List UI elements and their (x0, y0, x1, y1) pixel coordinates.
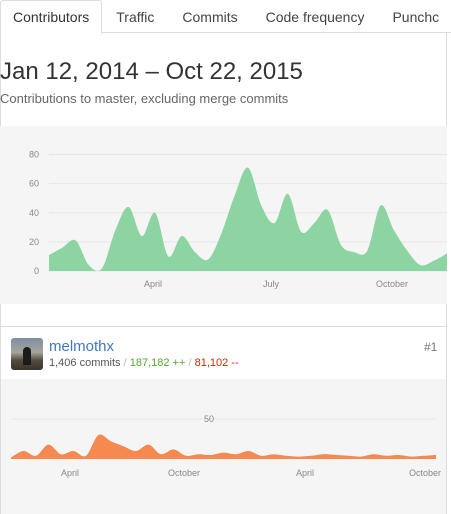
avatar[interactable] (11, 338, 43, 370)
date-range-title: Jan 12, 2014 – Oct 22, 2015 (0, 58, 303, 85)
y-tick-label: 40 (29, 208, 39, 218)
tab-traffic[interactable]: Traffic (116, 8, 155, 25)
contributor-username-link[interactable]: melmothx (49, 338, 115, 355)
x-tick-label: October (376, 279, 408, 289)
x-tick-label: April (61, 468, 79, 478)
stats-separator: / (188, 357, 192, 369)
tab-commits[interactable]: Commits (182, 8, 238, 25)
contributor-graph[interactable]: 50 April October April October (1, 379, 446, 514)
stats-separator: / (123, 357, 127, 369)
contributor-rank: #1 (424, 340, 438, 354)
tab-punchcard[interactable]: Punchc (392, 8, 440, 25)
y-tick-label: 50 (204, 414, 214, 424)
contribution-area (11, 434, 436, 459)
graph-tabs: Contributors Traffic Commits Code freque… (0, 0, 451, 34)
deletions-count: 81,102 -- (194, 357, 239, 369)
y-tick-label: 0 (34, 266, 39, 276)
tab-contributors[interactable]: Contributors (0, 0, 103, 34)
y-tick-label: 20 (29, 237, 39, 247)
contributor-chart: 50 April October April October (11, 414, 441, 478)
contributor-card: melmothx 1,406 commits / 187,182 ++ / 81… (0, 326, 447, 514)
x-tick-label: April (144, 279, 162, 289)
contributions-chart: 0 20 40 60 80 April July October (29, 150, 447, 289)
x-tick-label: July (263, 279, 280, 289)
commit-count[interactable]: 1,406 commits (49, 357, 121, 369)
x-tick-label: October (168, 468, 200, 478)
x-tick-label: April (296, 468, 314, 478)
tab-code-frequency[interactable]: Code frequency (265, 8, 365, 25)
x-tick-label: October (409, 468, 441, 478)
contributions-graph[interactable]: 0 20 40 60 80 April July October (0, 126, 447, 304)
contribution-area (49, 167, 447, 271)
contributor-stats: 1,406 commits / 187,182 ++ / 81,102 -- (49, 357, 239, 369)
y-tick-label: 60 (29, 179, 39, 189)
additions-count: 187,182 ++ (129, 357, 186, 369)
y-tick-label: 80 (29, 150, 39, 160)
date-range-subtitle: Contributions to master, excluding merge… (0, 91, 289, 106)
avatar-figure (23, 347, 31, 365)
